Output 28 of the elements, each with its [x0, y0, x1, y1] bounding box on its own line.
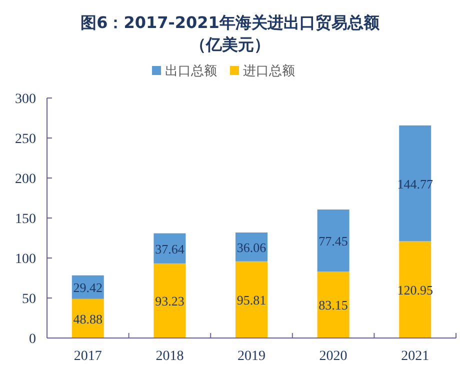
data-label: 95.81 — [236, 292, 266, 308]
data-label: 48.88 — [73, 311, 103, 326]
bar — [317, 271, 350, 338]
bar — [154, 263, 186, 338]
x-tick-label: 2017 — [74, 349, 102, 364]
bar — [317, 210, 350, 272]
data-label: 37.64 — [155, 241, 185, 256]
y-tick-label: 200 — [15, 172, 36, 187]
bar — [236, 261, 268, 338]
y-tick-label: 50 — [22, 292, 36, 307]
y-tick-label: 150 — [15, 212, 36, 227]
x-tick-label: 2018 — [156, 349, 184, 364]
x-tick-label: 2021 — [401, 349, 430, 364]
data-label: 93.23 — [155, 294, 184, 309]
x-tick-label: 2019 — [238, 349, 266, 364]
x-tick-label: 2020 — [319, 349, 348, 364]
data-label: 77.45 — [318, 234, 348, 248]
data-label: 36.06 — [236, 240, 267, 255]
legend-label: 出口总额 — [165, 64, 217, 79]
data-label: 83.15 — [318, 298, 348, 313]
legend-label: 进口总额 — [243, 64, 295, 79]
y-tick-label: 100 — [15, 252, 36, 267]
bar — [399, 125, 432, 242]
data-label: 29.42 — [73, 280, 103, 296]
y-tick-label: 250 — [15, 132, 36, 147]
y-tick-label: 0 — [29, 332, 36, 347]
chart-title: 图6：2017-2021年海关进出口贸易总额（亿美元） — [80, 12, 380, 56]
y-tick-label: 300 — [15, 92, 36, 107]
